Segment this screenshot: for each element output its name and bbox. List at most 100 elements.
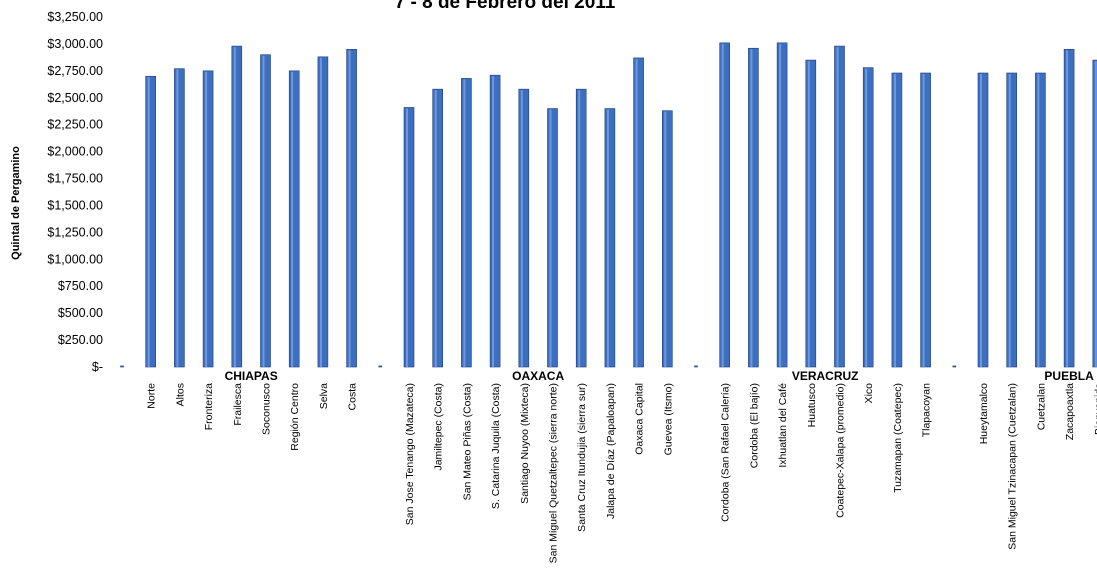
bar xyxy=(346,49,357,368)
y-ticks: $- $250.00 $500.00 $750.00 $1,000.00 $1,250.0… xyxy=(47,10,103,374)
bar-highlight xyxy=(578,90,581,368)
x-tick-label: Guevea (Itsmo) xyxy=(662,383,674,455)
bar xyxy=(977,72,989,368)
x-tick-label: Jalapa de Díaz (Papaloapan) xyxy=(605,383,617,519)
y-tick-label: $2,000.00 xyxy=(47,145,103,159)
bar xyxy=(891,72,903,368)
y-tick-label: $1,250.00 xyxy=(47,225,103,239)
bar xyxy=(489,74,501,368)
x-tick-label: Zacapoaxtla xyxy=(1064,383,1076,440)
x-tick-label: Jamiltepec (Costa) xyxy=(433,383,445,471)
x-tick-label: Costa xyxy=(347,383,359,411)
bar xyxy=(547,108,558,368)
bar xyxy=(1035,72,1046,368)
bar-highlight xyxy=(980,74,982,367)
y-tick-label: $2,250.00 xyxy=(47,118,103,132)
y-tick-label: $2,750.00 xyxy=(47,64,103,78)
bar-highlight xyxy=(176,69,179,367)
bar xyxy=(633,57,644,368)
bar-highlight xyxy=(319,57,322,367)
bar-highlight xyxy=(492,76,495,368)
bar xyxy=(862,67,874,368)
bar-highlight xyxy=(635,58,638,368)
y-tick-label: $750.00 xyxy=(58,279,103,293)
bar-highlight xyxy=(291,71,294,367)
y-tick-label: $3,000.00 xyxy=(47,37,103,51)
y-tick-label: $- xyxy=(92,360,103,374)
bar xyxy=(776,42,788,368)
bar-highlight xyxy=(664,111,667,367)
bar xyxy=(805,59,817,368)
x-tick-label: Oaxaca Capital xyxy=(634,383,646,455)
x-tick-label: San Miguel Tzinacapan (Cuetzalan) xyxy=(1007,383,1019,550)
x-tick-label: Soconusco xyxy=(261,383,273,435)
bar xyxy=(1006,72,1018,368)
y-tick-label: $500.00 xyxy=(58,306,103,320)
x-tick-label: Cordoba (San Rafael Calería) xyxy=(720,383,732,522)
bar xyxy=(952,365,957,368)
bar-highlight xyxy=(520,90,523,368)
bar-highlight xyxy=(922,74,925,367)
bar-highlight xyxy=(348,50,351,368)
bar xyxy=(920,72,931,368)
x-tick-label: Tuzamapan (Coatepec) xyxy=(892,383,904,493)
bar-highlight xyxy=(262,55,265,367)
bar-highlight xyxy=(779,43,782,367)
bar-highlight xyxy=(606,109,609,368)
bar-highlight xyxy=(1094,61,1097,367)
bar xyxy=(378,365,383,368)
bar xyxy=(719,42,731,368)
x-tick-label: Bienvenido xyxy=(1093,383,1097,435)
bar xyxy=(1063,49,1075,368)
bar-highlight xyxy=(205,71,208,367)
bar-highlight xyxy=(750,49,753,367)
bar-highlight xyxy=(233,47,236,367)
bar-highlight xyxy=(463,79,466,367)
x-tick-label: Región Centro xyxy=(289,383,301,451)
bar xyxy=(661,110,673,368)
x-tick-label: Coatepec-Xalapa (promedio) xyxy=(835,383,847,518)
bar xyxy=(604,108,616,368)
x-tick-label: San Jose Tenango (Mazateca) xyxy=(404,383,416,525)
bar xyxy=(231,45,243,368)
group-label-background xyxy=(219,369,283,382)
x-tick-label: Altos xyxy=(174,383,186,406)
bar xyxy=(575,88,587,368)
x-ticks: Norte Altos Fronteriza Frailesca Soconusco Re… xyxy=(146,383,1097,564)
x-tick-label: Xico xyxy=(863,383,875,404)
y-tick-label: $1,500.00 xyxy=(47,198,103,212)
y-tick-label: $2,500.00 xyxy=(47,91,103,105)
bar-highlight xyxy=(549,109,552,368)
bar xyxy=(518,88,530,368)
x-tick-label: Selva xyxy=(318,383,330,409)
bar xyxy=(694,365,698,368)
x-tick-label: Fronteriza xyxy=(203,383,215,430)
x-tick-label: Hueytamalco xyxy=(978,383,990,444)
x-tick-label: Huatusco xyxy=(806,383,818,428)
group-label-puebla: PUEBLA xyxy=(1044,369,1094,383)
bar-highlight xyxy=(1037,74,1040,367)
y-tick-label: $3,250.00 xyxy=(47,10,103,24)
bar xyxy=(748,47,759,368)
group-label-background xyxy=(1041,369,1097,382)
x-tick-label: Santiago Nuyoo (Mixteca) xyxy=(519,383,531,504)
y-tick-label: $1,750.00 xyxy=(47,172,103,186)
x-tick-label: Santa Cruz Itundujia (sierra sur) xyxy=(576,383,588,532)
bar xyxy=(461,78,472,368)
bar-highlight xyxy=(865,68,868,367)
bar-highlight xyxy=(406,108,408,367)
x-tick-label: Frailesca xyxy=(232,383,244,426)
bar xyxy=(403,107,415,368)
x-tick-label: Norte xyxy=(146,383,158,409)
group-label-background xyxy=(789,369,861,382)
y-axis-label: Quintal de Pergamino xyxy=(10,146,22,260)
chart-title: 7 - 8 de Febrero del 2011 xyxy=(395,0,616,13)
bar-highlight xyxy=(836,47,839,367)
bar xyxy=(432,88,444,368)
group-label-chiapas: CHIAPAS xyxy=(225,369,278,383)
bar-highlight xyxy=(721,43,724,367)
bar-highlight xyxy=(434,90,437,368)
bar-highlight xyxy=(1008,74,1011,367)
bar xyxy=(202,70,214,368)
